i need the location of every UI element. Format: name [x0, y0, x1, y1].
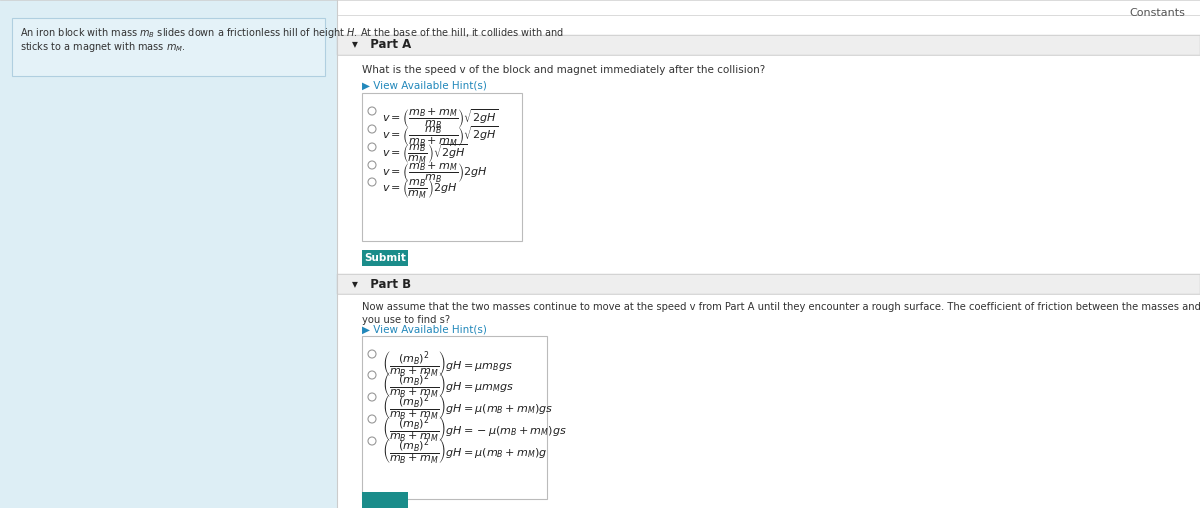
Bar — [362, 250, 408, 266]
Circle shape — [368, 178, 376, 186]
Circle shape — [368, 107, 376, 115]
Circle shape — [368, 371, 376, 379]
Bar — [12, 18, 325, 76]
Text: $\left(\dfrac{(m_B)^2}{m_B+m_M}\right)gH = \mu m_Bgs$: $\left(\dfrac{(m_B)^2}{m_B+m_M}\right)gH… — [382, 349, 512, 379]
Text: ▶ View Available Hint(s): ▶ View Available Hint(s) — [362, 80, 487, 90]
Bar — [0, 0, 337, 508]
Text: $\left(\dfrac{(m_B)^2}{m_B+m_M}\right)gH = \mu(m_B+m_M)gs$: $\left(\dfrac{(m_B)^2}{m_B+m_M}\right)gH… — [382, 392, 553, 422]
Bar — [362, 93, 522, 241]
Text: ▶ View Available Hint(s): ▶ View Available Hint(s) — [362, 324, 487, 334]
Text: ▾   Part B: ▾ Part B — [352, 277, 412, 291]
Text: $\left(\dfrac{(m_B)^2}{m_B+m_M}\right)gH = \mu(m_B+m_M)g$: $\left(\dfrac{(m_B)^2}{m_B+m_M}\right)gH… — [382, 436, 547, 466]
Text: $\left(\dfrac{(m_B)^2}{m_B+m_M}\right)gH = \mu m_Mgs$: $\left(\dfrac{(m_B)^2}{m_B+m_M}\right)gH… — [382, 370, 515, 400]
Text: $v = \left(\dfrac{m_B+m_M}{m_B}\right)\sqrt{2gH}$: $v = \left(\dfrac{m_B+m_M}{m_B}\right)\s… — [382, 107, 498, 131]
Text: Submit: Submit — [364, 253, 406, 263]
Text: you use to find s?: you use to find s? — [362, 315, 450, 325]
Circle shape — [368, 125, 376, 133]
Text: Now assume that the two masses continue to move at the speed v from Part A until: Now assume that the two masses continue … — [362, 302, 1200, 312]
Bar — [337, 274, 1200, 294]
Text: An iron block with mass $m_B$ slides down a frictionless hill of height $H$. At : An iron block with mass $m_B$ slides dow… — [20, 26, 564, 40]
Circle shape — [368, 393, 376, 401]
Text: Constants: Constants — [1129, 8, 1186, 18]
Text: $v = \left(\dfrac{m_B}{m_M}\right)2gH$: $v = \left(\dfrac{m_B}{m_M}\right)2gH$ — [382, 178, 457, 201]
Text: $v = \left(\dfrac{m_B+m_M}{m_B}\right)2gH$: $v = \left(\dfrac{m_B+m_M}{m_B}\right)2g… — [382, 161, 488, 185]
Bar — [362, 492, 408, 508]
Circle shape — [368, 143, 376, 151]
Bar — [362, 336, 547, 499]
Circle shape — [368, 161, 376, 169]
Text: sticks to a magnet with mass $m_M$.: sticks to a magnet with mass $m_M$. — [20, 40, 186, 54]
Circle shape — [368, 415, 376, 423]
Bar — [337, 35, 1200, 55]
Circle shape — [368, 350, 376, 358]
Circle shape — [368, 437, 376, 445]
Text: $v = \left(\dfrac{m_B}{m_B+m_M}\right)\sqrt{2gH}$: $v = \left(\dfrac{m_B}{m_B+m_M}\right)\s… — [382, 125, 498, 149]
Text: $v = \left(\dfrac{m_B}{m_M}\right)\sqrt{2gH}$: $v = \left(\dfrac{m_B}{m_M}\right)\sqrt{… — [382, 143, 468, 166]
Text: $\left(\dfrac{(m_B)^2}{m_B+m_M}\right)gH = -\mu(m_B+m_M)gs$: $\left(\dfrac{(m_B)^2}{m_B+m_M}\right)gH… — [382, 414, 566, 444]
Text: ▾   Part A: ▾ Part A — [352, 39, 412, 51]
Text: What is the speed v of the block and magnet immediately after the collision?: What is the speed v of the block and mag… — [362, 65, 766, 75]
